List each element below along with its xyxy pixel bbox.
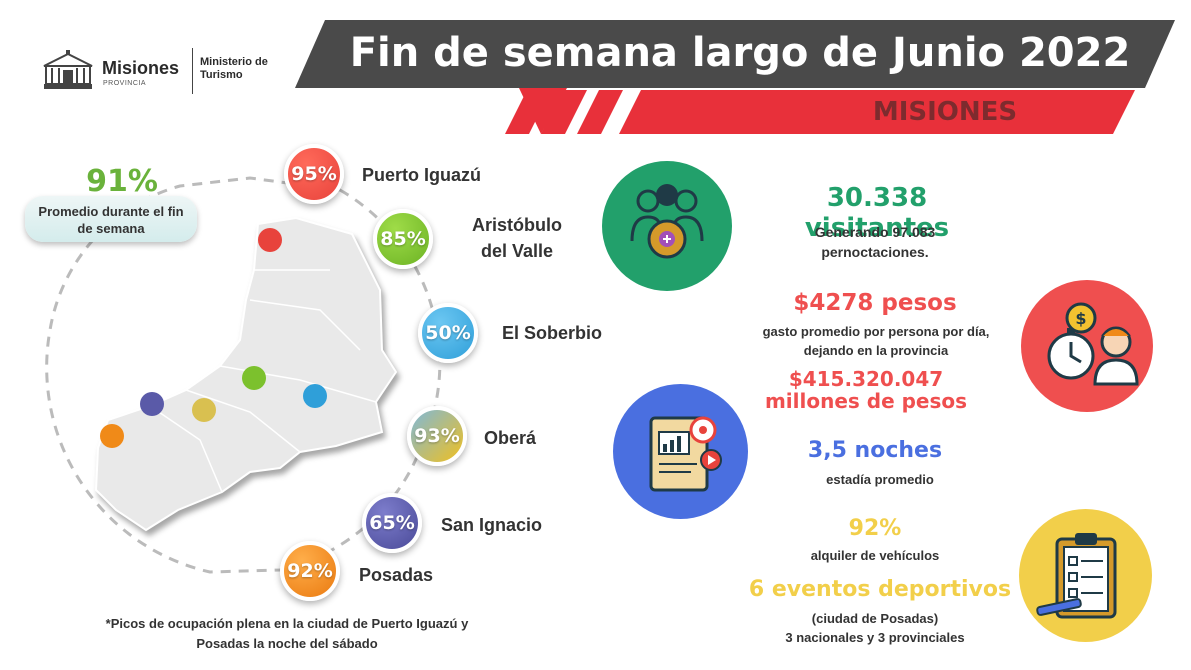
city-name-posadas: Posadas bbox=[359, 565, 434, 585]
visitors-detail: Generando 97.083 pernoctaciones. bbox=[814, 224, 936, 260]
money-clock-person-icon: $ bbox=[1047, 302, 1139, 386]
nights-badge bbox=[613, 384, 748, 519]
city-percent-puerto-iguazu: 95% bbox=[284, 144, 344, 204]
government-building-icon bbox=[43, 50, 93, 89]
spend-detail: gasto promedio por persona por día, deja… bbox=[762, 324, 990, 358]
city-percent-aristobulo: 85% bbox=[373, 209, 433, 269]
city-name-obera: Oberá bbox=[484, 428, 537, 448]
title-banner bbox=[295, 20, 1175, 134]
average-label: Promedio durante el fin de semana bbox=[38, 204, 184, 236]
average-card bbox=[25, 196, 197, 242]
visitors-badge bbox=[602, 161, 732, 291]
rental-value: 92% bbox=[848, 516, 902, 541]
map-dot-aristobulo bbox=[242, 366, 266, 390]
spend-value: $4278 pesos bbox=[793, 290, 957, 316]
ministry-logo: Misiones PROVINCIA Ministerio de Turismo bbox=[42, 44, 272, 100]
spend-badge: $ bbox=[1021, 280, 1153, 412]
clipboard-checklist-icon bbox=[1036, 533, 1117, 619]
footnote: *Picos de ocupación plena en la ciudad d… bbox=[105, 616, 469, 651]
spend-total: $415.320.047 millones de pesos bbox=[764, 367, 968, 413]
events-badge bbox=[1019, 509, 1152, 642]
logo-divider bbox=[192, 48, 193, 94]
page-title: Fin de semana largo de Junio 2022 bbox=[349, 30, 1131, 76]
map-dot-san-ignacio bbox=[140, 392, 164, 416]
nights-detail: estadía promedio bbox=[826, 472, 934, 487]
city-name-san-ignacio: San Ignacio bbox=[441, 515, 543, 535]
svg-text:$: $ bbox=[1075, 309, 1086, 328]
people-gear-icon bbox=[630, 184, 704, 259]
map-dot-obera bbox=[192, 398, 216, 422]
page-subtitle: MISIONES bbox=[872, 97, 1018, 127]
city-percent-obera: 93% bbox=[407, 406, 467, 466]
report-target-icon bbox=[649, 416, 722, 492]
map-dot-el-soberbio bbox=[303, 384, 327, 408]
city-name-aristobulo: Aristóbulo del Valle bbox=[472, 215, 562, 261]
city-name-puerto-iguazu: Puerto Iguazú bbox=[362, 165, 482, 185]
events-value: 6 eventos deportivos bbox=[748, 577, 1012, 602]
map-dot-puerto-iguazu bbox=[258, 228, 282, 252]
events-detail-breakdown: 3 nacionales y 3 provinciales bbox=[785, 630, 965, 645]
city-percent-san-ignacio: 65% bbox=[362, 493, 422, 553]
logo-ministry: Ministerio de Turismo bbox=[200, 56, 268, 81]
average-percent: 91% bbox=[86, 164, 158, 199]
city-name-el-soberbio: El Soberbio bbox=[502, 323, 603, 343]
city-percent-posadas: 92% bbox=[280, 541, 340, 601]
rental-detail: alquiler de vehículos bbox=[810, 548, 940, 563]
visitors-value: 30.338 visitantes bbox=[804, 183, 950, 243]
city-percent-el-soberbio: 50% bbox=[418, 303, 478, 363]
logo-brand: Misiones bbox=[102, 58, 180, 78]
map-dot-posadas bbox=[100, 424, 124, 448]
events-detail-location: (ciudad de Posadas) bbox=[811, 611, 939, 626]
logo-brand-sub: PROVINCIA bbox=[103, 80, 147, 87]
nights-value: 3,5 noches bbox=[807, 438, 943, 463]
